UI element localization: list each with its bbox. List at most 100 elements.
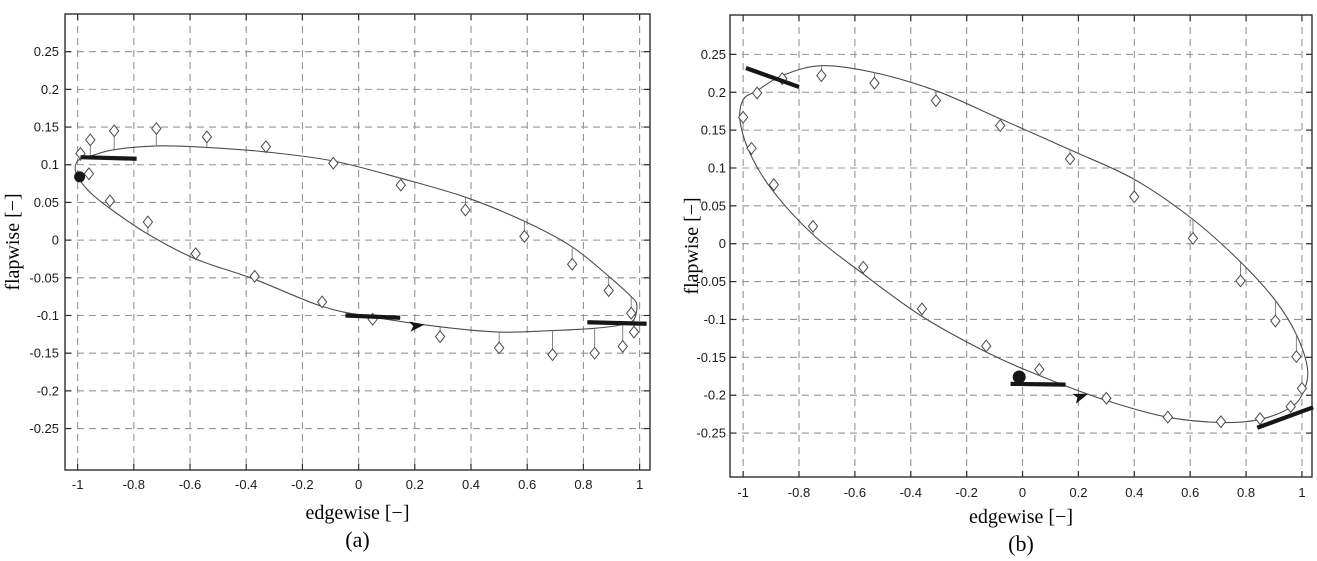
x-tick-label: -1 xyxy=(72,477,84,492)
y-tick-label: -0.2 xyxy=(704,388,726,403)
x-tick-label: -0.8 xyxy=(788,485,810,500)
plot-b-canvas: -1 -0.8 -0.6 -0.4 -0.2 0 0.2 0.4 0.6 0.8 10.250.20… xyxy=(681,14,1314,556)
axes-box xyxy=(729,14,1313,478)
plot-a-ylabel: flapwise [−] xyxy=(2,193,24,290)
diamond-marker xyxy=(916,302,928,316)
plot-a-caption: (a) xyxy=(345,527,369,552)
x-tick-label: 1 xyxy=(1298,485,1305,500)
plot-b-dynamic-layer: -1 -0.8 -0.6 -0.4 -0.2 0 0.2 0.4 0.6 0.8 10.250.20… xyxy=(696,14,1314,500)
diamond-marker xyxy=(1034,362,1045,377)
start-dot xyxy=(1012,370,1026,384)
tangent-bars xyxy=(80,155,647,326)
diamond-marker xyxy=(1101,391,1112,405)
x-tick-label: 0.2 xyxy=(406,477,424,492)
y-tick-label: 0.05 xyxy=(701,198,726,213)
diamond-marker xyxy=(151,121,162,136)
y-tick-label: 0.25 xyxy=(701,47,726,62)
diamond-marker xyxy=(617,339,628,353)
y-tick-labels: 0.25 0.2 0.15 0.1 0.05 0 -0.05 -0.1 -0.15 -0.2 -0.… xyxy=(29,44,59,436)
diamond-marker xyxy=(980,339,992,353)
marker-stems xyxy=(80,128,635,355)
diamond-marker xyxy=(434,329,446,344)
diamond-marker xyxy=(108,124,120,138)
y-tick-labels: 0.25 0.2 0.15 0.1 0.05 0 -0.05 -0.1 -0.15 -0.2 -0.… xyxy=(696,47,726,441)
y-tick-label: 0.15 xyxy=(34,120,59,135)
x-tick-labels: -1 -0.8 -0.6 -0.4 -0.2 0 0.2 0.4 0.6 0.8 1 xyxy=(737,485,1305,500)
diamond-marker xyxy=(142,215,154,229)
y-tick-label: -0.15 xyxy=(696,350,726,365)
diamond-marker xyxy=(460,203,471,217)
diamond-marker xyxy=(1254,412,1266,426)
diamond-marker xyxy=(746,141,757,155)
diamond-marker xyxy=(566,257,578,271)
y-tick-label: 0.05 xyxy=(34,195,59,210)
x-tick-label: 0.4 xyxy=(462,477,480,492)
plot-a-canvas: -1 -0.8 -0.6 -0.4 -0.2 0 0.2 0.4 0.6 0.8 10.250.20… xyxy=(2,13,651,552)
diamond-marker xyxy=(547,348,558,362)
diamond-marker xyxy=(104,194,116,208)
direction-arrowhead xyxy=(409,321,425,332)
y-tick-label: -0.25 xyxy=(696,426,726,441)
x-tick-label: 0.6 xyxy=(1181,485,1199,500)
diamond-marker xyxy=(328,156,339,170)
diamond-marker xyxy=(260,140,272,154)
x-tick-label: -0.2 xyxy=(291,477,313,492)
diamond-marker xyxy=(85,133,96,147)
diamond-marker xyxy=(589,346,600,360)
diamond-marker xyxy=(930,93,942,108)
panel-a: -1 -0.8 -0.6 -0.4 -0.2 0 0.2 0.4 0.6 0.8 1 0.25 0.2 0… xyxy=(0,0,658,561)
x-tick-label: -0.6 xyxy=(179,477,201,492)
grid-lines xyxy=(65,14,650,470)
y-tick-label: 0.15 xyxy=(701,123,726,138)
orbit-curve xyxy=(739,65,1309,424)
diamond-marker xyxy=(493,341,505,355)
plot-a-xlabel: edgewise [−] xyxy=(305,502,409,524)
diamond-marker xyxy=(751,86,763,100)
orbit-curve xyxy=(74,145,638,333)
direction-arrowhead xyxy=(1072,393,1089,404)
diamond-marker xyxy=(395,178,407,192)
y-tick-label: 0.2 xyxy=(708,85,726,100)
diamond-marker xyxy=(1162,410,1174,424)
diamond-marker xyxy=(994,118,1006,133)
diamond-marker xyxy=(628,325,640,339)
plot-b-xlabel: edgewise [−] xyxy=(969,506,1073,528)
x-tick-label: 0.4 xyxy=(1125,485,1143,500)
diamond-marker xyxy=(768,178,780,192)
plot-b-caption: (b) xyxy=(1008,531,1034,556)
diamond-marker xyxy=(201,130,213,144)
plot-b-ylabel: flapwise [−] xyxy=(681,197,703,294)
x-tick-label: -0.4 xyxy=(235,477,257,492)
tick-marks xyxy=(730,15,1312,477)
x-tick-label: 1 xyxy=(636,477,643,492)
tick-marks xyxy=(65,14,650,470)
diamond-marker xyxy=(1187,231,1199,246)
diamond-marker xyxy=(1064,152,1076,166)
diamond-marker xyxy=(249,269,260,283)
y-tick-label: 0.2 xyxy=(41,82,59,97)
start-dot xyxy=(74,171,86,183)
x-tick-label: -0.6 xyxy=(844,485,866,500)
y-tick-label: 0.1 xyxy=(41,157,59,172)
y-tick-label: -0.05 xyxy=(29,270,59,285)
diamond-marker xyxy=(603,284,614,298)
diamond-marker xyxy=(816,68,827,83)
y-tick-label: -0.1 xyxy=(37,308,59,323)
y-tick-label: 0.25 xyxy=(34,44,59,59)
y-tick-label: -0.1 xyxy=(704,312,726,327)
x-tick-label: 0.2 xyxy=(1069,485,1087,500)
x-tick-labels: -1 -0.8 -0.6 -0.4 -0.2 0 0.2 0.4 0.6 0.8 1 xyxy=(72,477,643,492)
x-tick-label: 0 xyxy=(1019,485,1026,500)
diamond-marker xyxy=(519,229,530,243)
x-tick-label: 0.8 xyxy=(1237,485,1255,500)
axes-box xyxy=(64,13,651,471)
diamond-marker xyxy=(1291,349,1302,364)
diamond-marker xyxy=(737,110,749,124)
y-tick-label: 0.1 xyxy=(708,160,726,175)
diamond-marker xyxy=(83,167,95,181)
plot-a-dynamic-layer: -1 -0.8 -0.6 -0.4 -0.2 0 0.2 0.4 0.6 0.8 10.250.20… xyxy=(29,13,651,492)
diamond-marker xyxy=(1296,381,1308,395)
diamond-marker xyxy=(1235,274,1246,288)
x-tick-label: -0.8 xyxy=(123,477,145,492)
diamond-marker xyxy=(1215,415,1227,429)
